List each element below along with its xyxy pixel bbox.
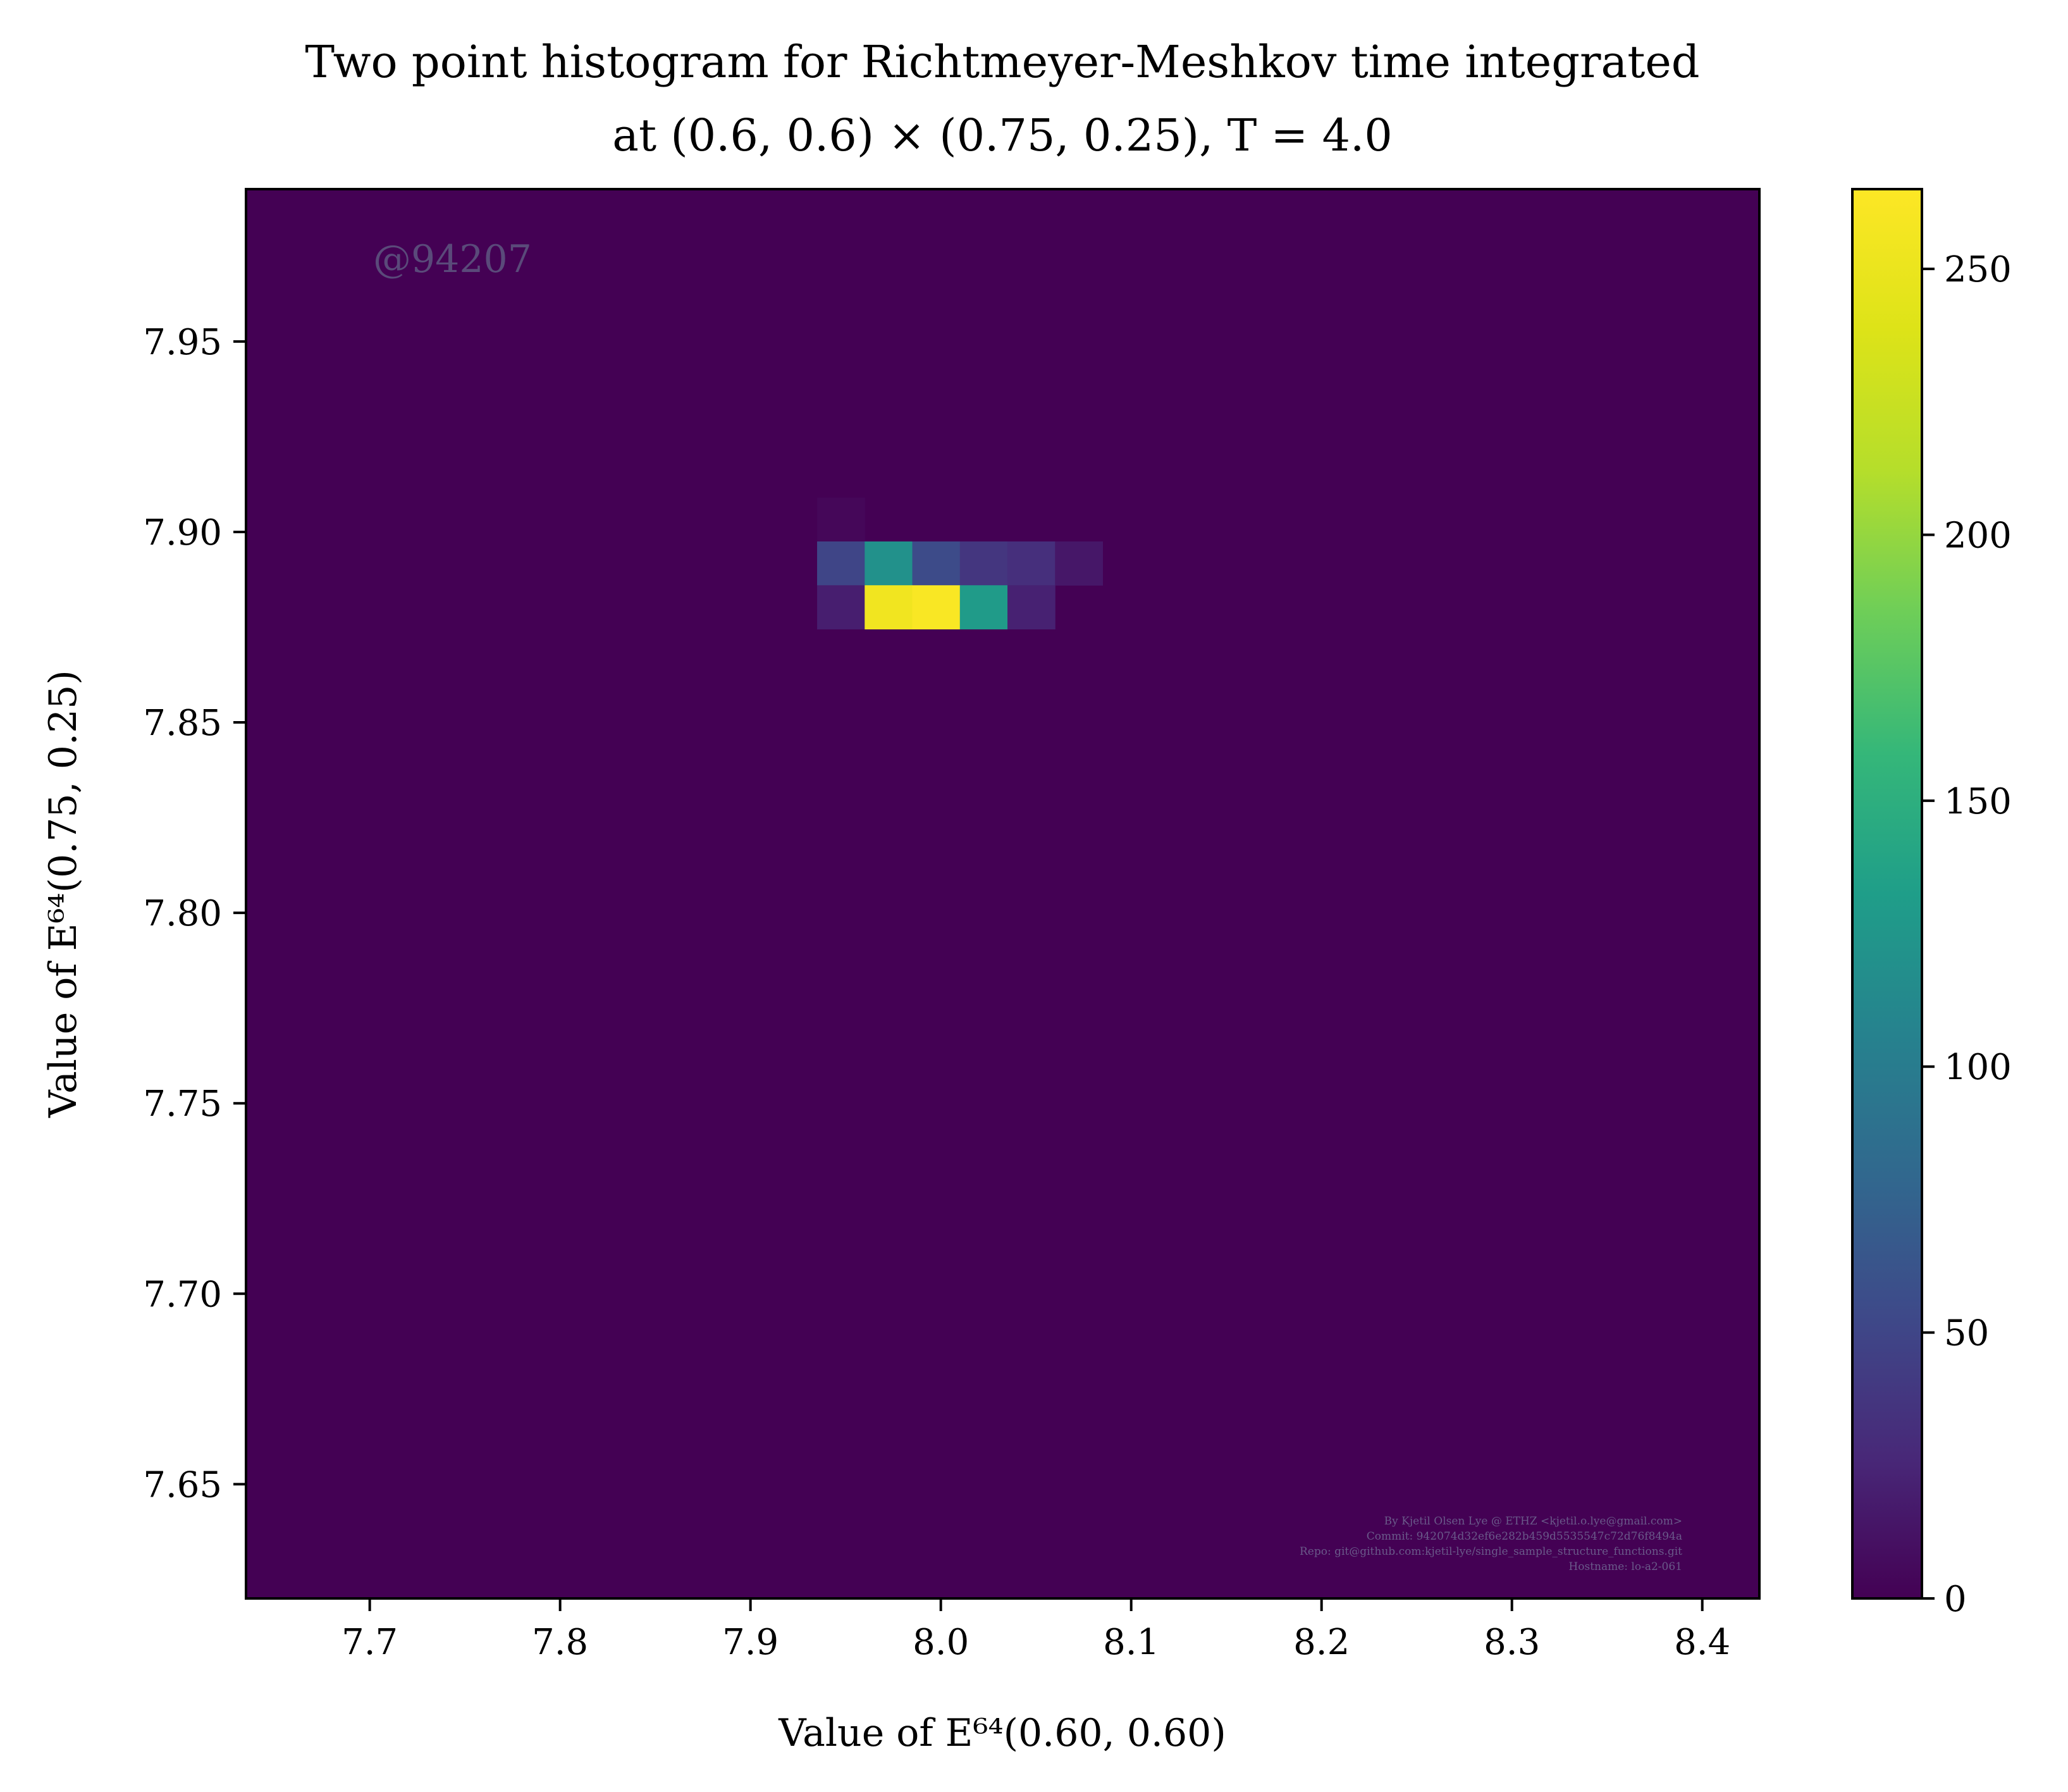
heatmap-cell bbox=[865, 585, 913, 629]
heatmap-cell bbox=[817, 541, 865, 586]
colorbar-tick-label: 50 bbox=[1944, 1313, 1989, 1354]
heatmap-cell bbox=[1007, 541, 1056, 586]
heatmap-cell bbox=[912, 541, 961, 586]
x-tick-label: 8.1 bbox=[1103, 1622, 1159, 1663]
heatmap-cell bbox=[959, 541, 1008, 586]
x-tick-label: 7.9 bbox=[722, 1622, 779, 1663]
heatmap-cell bbox=[817, 497, 865, 542]
x-axis-label: Value of E⁶⁴(0.60, 0.60) bbox=[778, 1711, 1226, 1755]
heatmap-cells bbox=[817, 497, 1104, 629]
heatmap-cell bbox=[817, 585, 865, 629]
x-tick-label: 8.0 bbox=[913, 1622, 969, 1663]
chart-title-line-1: Two point histogram for Richtmeyer-Meshk… bbox=[305, 36, 1699, 88]
colorbar-tick-label: 200 bbox=[1944, 515, 2012, 556]
heatmap-cell bbox=[1007, 585, 1056, 629]
heatmap-cell bbox=[865, 541, 913, 586]
credits-line: Repo: git@github.com:kjetil-lye/single_s… bbox=[1300, 1545, 1682, 1558]
colorbar-gradient bbox=[1851, 188, 1923, 1600]
y-tick-label: 7.95 bbox=[143, 322, 222, 363]
y-axis-ticks: 7.65 7.70 7.75 7.80 7.85 7.90 7.95 bbox=[143, 322, 246, 1505]
colorbar-tick-label: 250 bbox=[1944, 249, 2012, 290]
x-tick-label: 7.8 bbox=[532, 1622, 588, 1663]
y-tick-label: 7.65 bbox=[143, 1464, 222, 1505]
heatmap-cell bbox=[912, 585, 961, 629]
credits-line: Hostname: lo-a2-061 bbox=[1568, 1560, 1682, 1573]
x-tick-label: 8.4 bbox=[1674, 1622, 1730, 1663]
x-tick-label: 8.3 bbox=[1484, 1622, 1540, 1663]
colorbar-tick-label: 0 bbox=[1944, 1579, 1967, 1620]
credits-block: By Kjetil Olsen Lye @ ETHZ <kjetil.o.lye… bbox=[1300, 1515, 1682, 1573]
colorbar-tick-label: 150 bbox=[1944, 781, 2012, 822]
colorbar-tick-label: 100 bbox=[1944, 1047, 2012, 1088]
heatmap-cell bbox=[1055, 541, 1104, 586]
y-tick-label: 7.70 bbox=[143, 1274, 222, 1315]
y-tick-label: 7.85 bbox=[143, 703, 222, 744]
colorbar-ticks: 0 50 100 150 200 250 bbox=[1922, 249, 2012, 1620]
y-axis-label: Value of E⁶⁴(0.75, 0.25) bbox=[41, 670, 85, 1118]
plot-frame bbox=[245, 188, 1761, 1600]
credits-line: By Kjetil Olsen Lye @ ETHZ <kjetil.o.lye… bbox=[1384, 1515, 1682, 1528]
watermark: @94207 bbox=[373, 237, 532, 281]
y-tick-label: 7.75 bbox=[143, 1084, 222, 1125]
plot-area: @94207 By Kjetil Olsen Lye @ ETHZ <kjeti… bbox=[245, 188, 1761, 1600]
heatmap-background bbox=[246, 189, 1759, 1598]
chart-title-line-2: at (0.6, 0.6) × (0.75, 0.25), T = 4.0 bbox=[612, 109, 1393, 161]
x-tick-label: 8.2 bbox=[1293, 1622, 1350, 1663]
heatmap-cell bbox=[959, 585, 1008, 629]
y-tick-label: 7.80 bbox=[143, 893, 222, 934]
y-tick-label: 7.90 bbox=[143, 512, 222, 553]
credits-line: Commit: 942074d32ef6e282b459d5535547c72d… bbox=[1367, 1530, 1682, 1543]
colorbar: 0 50 100 150 200 250 bbox=[1851, 188, 2012, 1620]
x-tick-label: 7.7 bbox=[342, 1622, 398, 1663]
x-axis-ticks: 7.7 7.8 7.9 8.0 8.1 8.2 8.3 8.4 bbox=[342, 1598, 1730, 1663]
